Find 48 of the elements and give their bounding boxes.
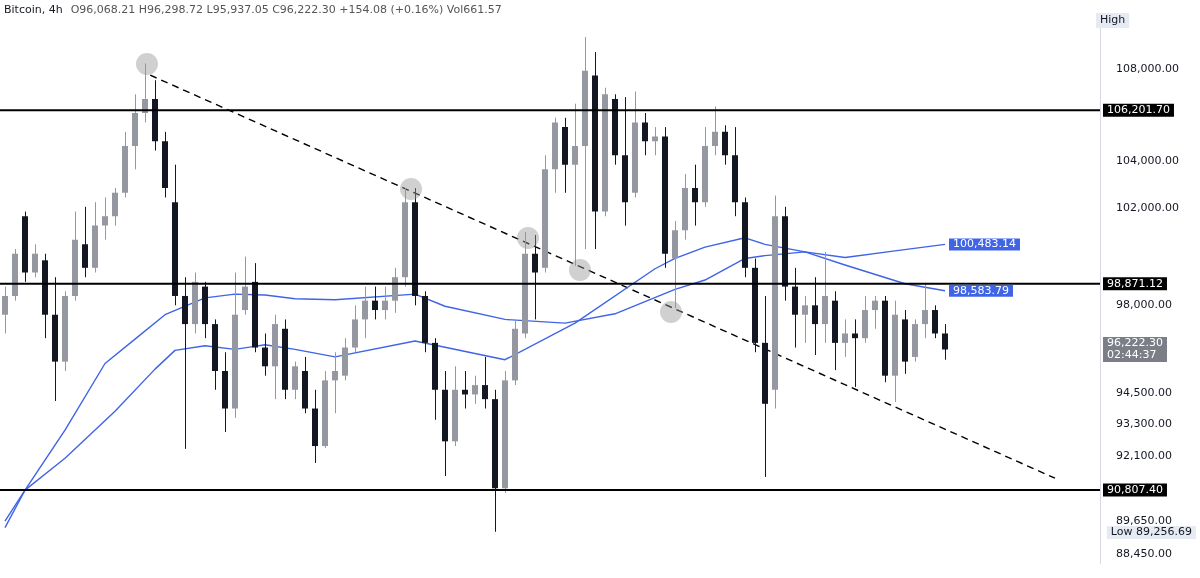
candlestick bbox=[2, 286, 8, 334]
candlestick bbox=[692, 164, 698, 227]
chart-subtitle: O96,068.21 H96,298.72 L95,937.05 C96,222.30 +154.08 (+0.16%) Vol661.57 bbox=[70, 3, 502, 16]
y-tick-label: 98,000.00 bbox=[1116, 297, 1172, 311]
data-label: 100,483.14 bbox=[953, 237, 1016, 251]
candlestick bbox=[102, 196, 108, 241]
y-tick-label: 94,500.00 bbox=[1116, 386, 1172, 400]
ref-line-label: 106,201.70 bbox=[1107, 103, 1170, 117]
candlestick bbox=[812, 276, 818, 356]
annotation: High bbox=[1100, 12, 1126, 26]
candlestick bbox=[112, 187, 118, 227]
candlestick bbox=[362, 286, 368, 339]
candlestick bbox=[932, 304, 938, 339]
candlestick bbox=[842, 318, 848, 358]
y-tick-label: 108,000.00 bbox=[1116, 62, 1179, 76]
candlestick bbox=[942, 323, 948, 361]
candlestick bbox=[242, 256, 248, 316]
candlestick bbox=[572, 103, 578, 267]
candlestick bbox=[532, 234, 538, 320]
candlestick bbox=[82, 206, 88, 278]
candlestick bbox=[722, 124, 728, 166]
candlestick bbox=[852, 318, 858, 388]
y-tick-label: 88,450.00 bbox=[1116, 546, 1172, 560]
candlestick bbox=[482, 356, 488, 410]
ref-line-label: 90,807.40 bbox=[1107, 482, 1163, 496]
candlestick bbox=[642, 112, 648, 156]
candlestick bbox=[372, 286, 378, 320]
chart-title: Bitcoin, 4h bbox=[4, 3, 63, 16]
candlestick bbox=[872, 295, 878, 330]
ref-line-label: 98,871.12 bbox=[1107, 276, 1163, 290]
candlestick bbox=[472, 375, 478, 405]
candlestick bbox=[292, 361, 298, 400]
y-tick-label: 104,000.00 bbox=[1116, 153, 1179, 167]
text: Low 89,256.69 bbox=[1110, 525, 1193, 539]
candlestick bbox=[802, 295, 808, 344]
y-tick-label: 89,650.00 bbox=[1116, 513, 1172, 527]
candlestick bbox=[922, 283, 928, 339]
data-label: 98,583.79 bbox=[953, 283, 1009, 297]
y-tick-label: 102,000.00 bbox=[1116, 200, 1179, 214]
candlestick bbox=[392, 267, 398, 314]
candlestick bbox=[262, 332, 268, 377]
candlestick bbox=[332, 351, 338, 414]
candlestick bbox=[382, 286, 388, 320]
y-tick-label: 92,100.00 bbox=[1116, 448, 1172, 462]
text: 96,222.30 02:44:37 bbox=[1107, 336, 1163, 362]
candlestick bbox=[712, 105, 718, 156]
candlestick bbox=[32, 243, 38, 278]
y-tick-label: 93,300.00 bbox=[1116, 417, 1172, 431]
